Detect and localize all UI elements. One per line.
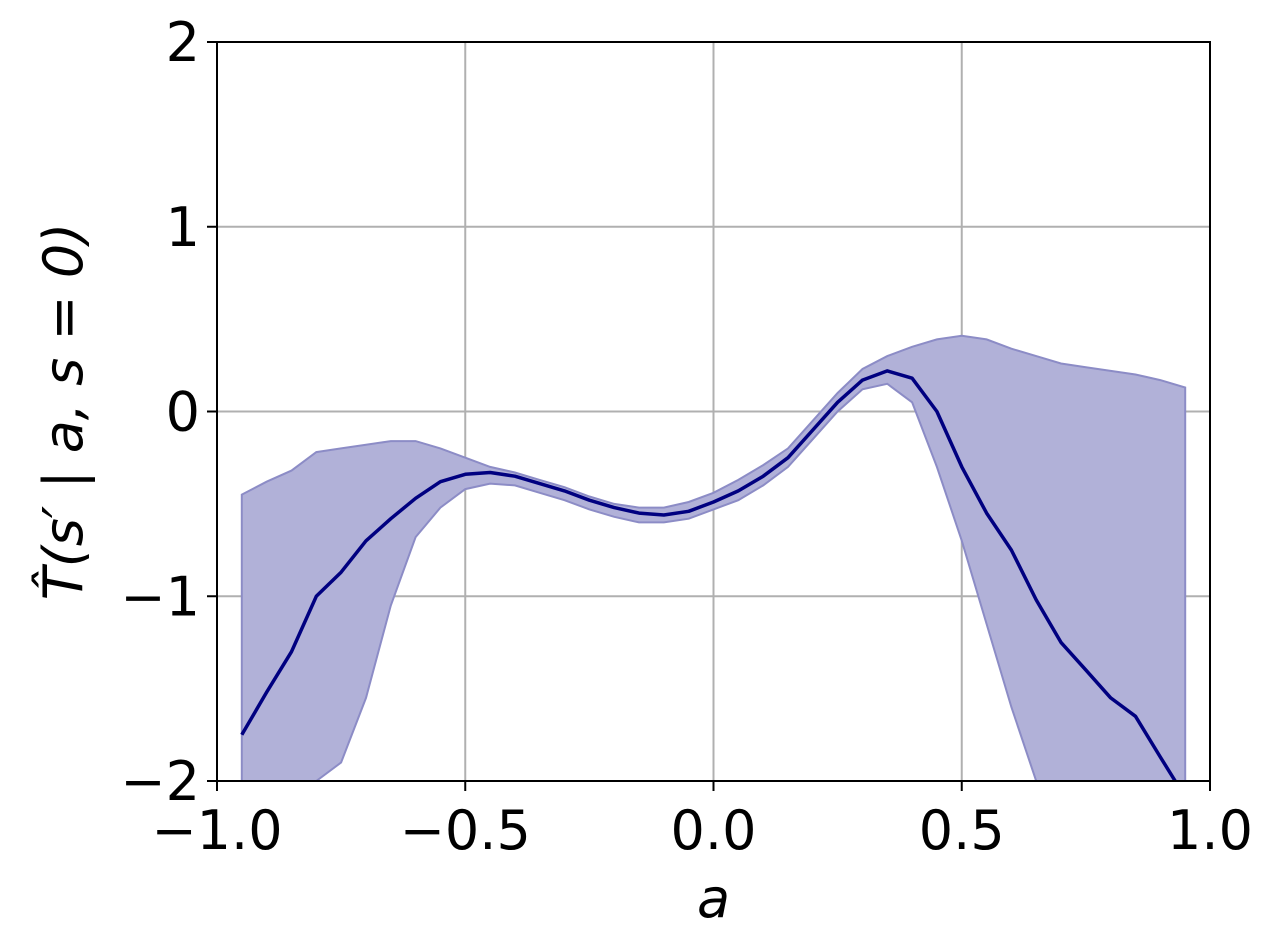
y-axis-label: T̂(s′ | a, s = 0) <box>32 223 95 601</box>
x-tick-label: −0.5 <box>400 799 531 862</box>
x-axis: −1.0 −0.5 0.0 0.5 1.0 <box>151 781 1253 862</box>
plot-area <box>240 334 1187 781</box>
y-tick-label: 2 <box>166 11 200 74</box>
x-axis-label: a <box>697 867 730 930</box>
uncertainty-band <box>240 334 1187 781</box>
y-tick-label: −1 <box>120 565 200 628</box>
x-tick-label: 1.0 <box>1167 799 1253 862</box>
y-tick-label: 0 <box>166 381 200 444</box>
x-tick-label: 0.5 <box>919 799 1005 862</box>
y-axis: −2 −1 0 1 2 <box>120 11 217 813</box>
y-tick-label: −2 <box>120 750 200 813</box>
x-tick-label: 0.0 <box>671 799 757 862</box>
x-tick-label: −1.0 <box>151 799 282 862</box>
y-tick-label: 1 <box>166 196 200 259</box>
